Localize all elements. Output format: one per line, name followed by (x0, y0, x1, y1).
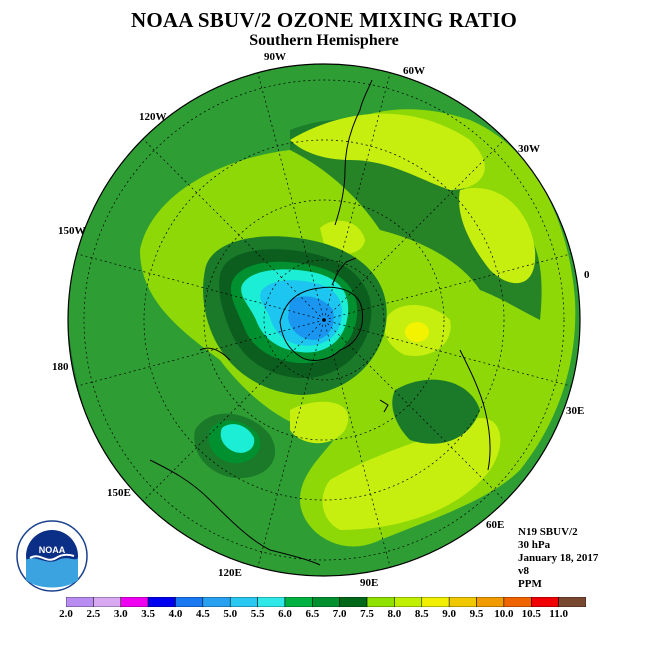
colorbar-swatch (284, 597, 313, 607)
island-coast (379, 399, 389, 413)
version-label: v8 (518, 565, 529, 577)
colorbar-swatch (93, 597, 121, 607)
colorbar-tick-label: 8.0 (387, 608, 402, 620)
colorbar-swatch (257, 597, 286, 607)
colorbar-tick-label: 9.0 (442, 608, 457, 620)
antarctic-peninsula (331, 257, 357, 286)
colorbar-swatch (147, 597, 176, 607)
dark-green-arc (290, 119, 542, 320)
ozone-field (68, 64, 580, 576)
colorbar-swatch (120, 597, 149, 607)
map-subtitle: Southern Hemisphere (249, 32, 399, 49)
colorbar-swatch (175, 597, 204, 607)
date-label: January 18, 2017 (518, 552, 599, 564)
colorbar-tick-label: 5.0 (223, 608, 238, 620)
map-title: NOAA SBUV/2 OZONE MIXING RATIO (131, 8, 517, 32)
latitude-circle-2 (203, 199, 445, 441)
yellow-green-small (320, 220, 365, 254)
lon-label-90e: 90E (360, 577, 378, 589)
colorbar-tick-label: 11.0 (549, 608, 568, 620)
colorbar-swatch (229, 597, 258, 607)
noaa-logo-text: NOAA (39, 545, 66, 555)
longitude-labels: 90W 60W 30W 0 30E 60E 90E 120E 150E 180 … (52, 51, 590, 589)
latitude-circle-4 (83, 79, 565, 561)
lon-label-150w: 150W (58, 225, 86, 237)
colorbar-tick-label: 6.5 (305, 608, 320, 620)
colorbar-tick-label: 4.5 (195, 608, 210, 620)
colorbar-swatch (66, 597, 94, 607)
latitude-circle-1 (263, 259, 385, 381)
colorbar-tick-label: 3.5 (141, 608, 155, 620)
pressure-level-label: 30 hPa (518, 539, 551, 551)
lon-label-60e: 60E (486, 519, 504, 531)
lon-label-120e: 120E (218, 567, 242, 579)
colorbar-tick-label: 2.0 (59, 608, 73, 620)
colorbar-tick-label: 8.5 (414, 608, 429, 620)
yellow-green-east (459, 188, 536, 284)
colorbar-tick-label: 3.0 (113, 608, 128, 620)
lon-label-60w: 60W (403, 65, 425, 77)
colorbar-swatch (394, 597, 423, 607)
yellow-green-south-swath (322, 418, 501, 530)
australia-coast (149, 459, 321, 566)
dark-green-southeast (392, 379, 480, 444)
latitude-circle-3 (143, 139, 505, 501)
colorbar-swatch (448, 597, 477, 607)
colorbar-tick-label: 5.5 (250, 608, 265, 620)
info-block: N19 SBUV/2 30 hPa January 18, 2017 v8 PP… (518, 526, 598, 591)
colorbar-swatch (531, 597, 559, 607)
units-label: PPM (518, 578, 542, 590)
colorbar-tick-label: 10.5 (521, 608, 541, 620)
colorbar-swatch (503, 597, 532, 607)
map-boundary (67, 63, 581, 577)
colorbar-swatch (312, 597, 340, 607)
colorbar-tick-label: 7.5 (360, 608, 374, 620)
yellow-green-south (290, 401, 349, 444)
colorbar-tick-label: 9.5 (469, 608, 484, 620)
colorbar-swatch (421, 597, 450, 607)
colorbar-tick-label: 10.0 (494, 608, 514, 620)
south-america-coast (334, 79, 373, 226)
lon-label-150e: 150E (107, 487, 131, 499)
colorbar-swatch (558, 597, 586, 607)
yellow-green-north (290, 113, 485, 190)
lon-label-30w: 30W (518, 143, 540, 155)
graticule (83, 79, 565, 561)
colorbar-swatch (476, 597, 505, 607)
antarctica-coast (279, 286, 364, 361)
lon-label-120w: 120W (139, 111, 167, 123)
vortex-blue (288, 296, 334, 340)
yellow-spot (405, 322, 429, 342)
colorbar-swatch (339, 597, 368, 607)
satellite-label: N19 SBUV/2 (518, 526, 578, 538)
colorbar-tick-label: 2.5 (86, 608, 101, 620)
colorbar-tick-label: 7.0 (332, 608, 347, 620)
lon-label-0: 0 (584, 269, 590, 281)
lon-label-180: 180 (52, 361, 69, 373)
noaa-logo: NOAA (16, 520, 88, 592)
colorbar (66, 597, 586, 607)
colorbar-swatch (366, 597, 395, 607)
colorbar-swatch (202, 597, 231, 607)
lon-label-90w: 90W (264, 51, 286, 63)
africa-coast (459, 349, 491, 471)
new-zealand-coast (199, 347, 231, 361)
colorbar-tick-label: 6.0 (278, 608, 292, 620)
lon-label-30e: 30E (566, 405, 584, 417)
colorbar-tick-label: 4.0 (168, 608, 183, 620)
coastlines (149, 79, 491, 566)
lobe-cyan (220, 424, 255, 453)
